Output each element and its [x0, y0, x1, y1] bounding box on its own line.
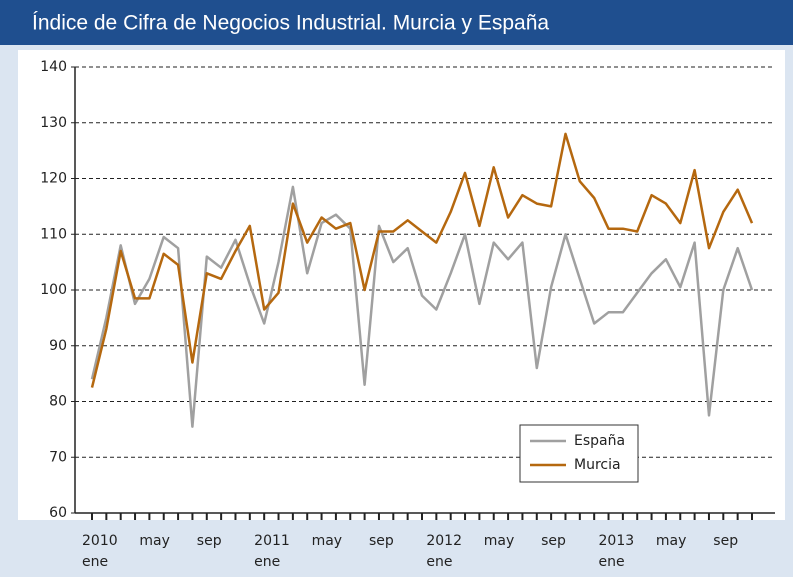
x-tick-year: 2013 — [599, 533, 635, 549]
chart-title: Índice de Cifra de Negocios Industrial. … — [32, 12, 549, 35]
y-tick-label: 110 — [40, 226, 67, 242]
y-tick-label: 60 — [49, 505, 67, 521]
x-tick-label: may — [656, 533, 687, 549]
plot-panel — [18, 50, 785, 520]
y-tick-label: 140 — [40, 59, 67, 75]
x-tick-year: 2011 — [254, 533, 290, 549]
y-tick-label: 70 — [49, 449, 67, 465]
y-tick-label: 90 — [49, 338, 67, 354]
x-tick-label: ene — [254, 554, 280, 570]
x-tick-label: sep — [713, 533, 738, 549]
y-tick-label: 100 — [40, 282, 67, 298]
legend-box — [519, 424, 639, 483]
x-tick-label: may — [312, 533, 343, 549]
x-tick-label: may — [139, 533, 170, 549]
y-tick-label: 130 — [40, 115, 67, 131]
x-tick-year: 2010 — [82, 533, 118, 549]
y-tick-label: 120 — [40, 171, 67, 187]
x-tick-label: sep — [197, 533, 222, 549]
x-tick-label: ene — [426, 554, 452, 570]
legend-label: Murcia — [574, 457, 621, 473]
x-tick-label: ene — [599, 554, 625, 570]
x-tick-label: sep — [369, 533, 394, 549]
x-tick-year: 2012 — [426, 533, 462, 549]
y-tick-label: 80 — [49, 394, 67, 410]
legend-label: España — [574, 433, 625, 449]
x-tick-label: may — [484, 533, 515, 549]
series-line — [90, 132, 754, 388]
x-tick-label: ene — [82, 554, 108, 570]
title-bar — [0, 0, 793, 45]
series-line — [90, 185, 754, 428]
x-tick-label: sep — [541, 533, 566, 549]
